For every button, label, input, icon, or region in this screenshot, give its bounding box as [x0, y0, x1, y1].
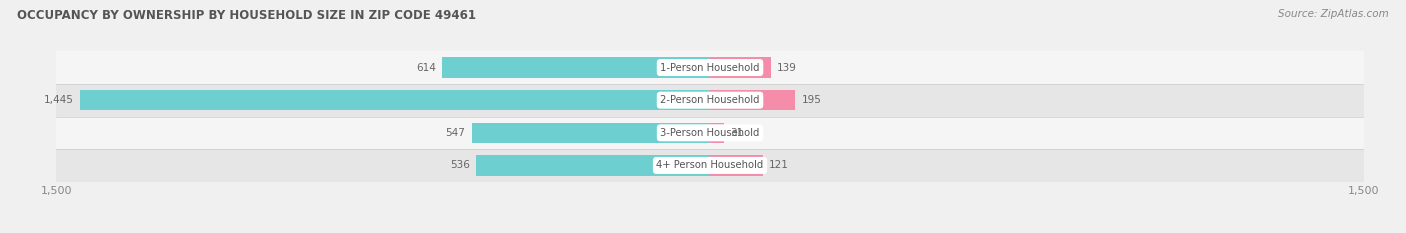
Text: 2-Person Household: 2-Person Household	[661, 95, 759, 105]
Text: 536: 536	[450, 161, 470, 170]
Text: OCCUPANCY BY OWNERSHIP BY HOUSEHOLD SIZE IN ZIP CODE 49461: OCCUPANCY BY OWNERSHIP BY HOUSEHOLD SIZE…	[17, 9, 475, 22]
Text: 121: 121	[769, 161, 789, 170]
Bar	[443, 58, 710, 78]
Bar	[710, 90, 794, 110]
Bar	[710, 155, 763, 175]
Bar	[56, 51, 1364, 84]
Bar	[80, 90, 710, 110]
Bar	[710, 123, 724, 143]
Text: 547: 547	[446, 128, 465, 138]
Text: 195: 195	[801, 95, 821, 105]
Text: 614: 614	[416, 63, 436, 72]
Text: 31: 31	[730, 128, 744, 138]
Bar	[477, 155, 710, 175]
Text: 1-Person Household: 1-Person Household	[661, 63, 759, 72]
Bar	[710, 58, 770, 78]
Text: 1,445: 1,445	[44, 95, 73, 105]
Bar	[56, 149, 1364, 182]
Text: 139: 139	[778, 63, 797, 72]
Bar	[56, 116, 1364, 149]
Text: 3-Person Household: 3-Person Household	[661, 128, 759, 138]
Bar	[56, 84, 1364, 116]
Text: 4+ Person Household: 4+ Person Household	[657, 161, 763, 170]
Bar	[471, 123, 710, 143]
Text: Source: ZipAtlas.com: Source: ZipAtlas.com	[1278, 9, 1389, 19]
